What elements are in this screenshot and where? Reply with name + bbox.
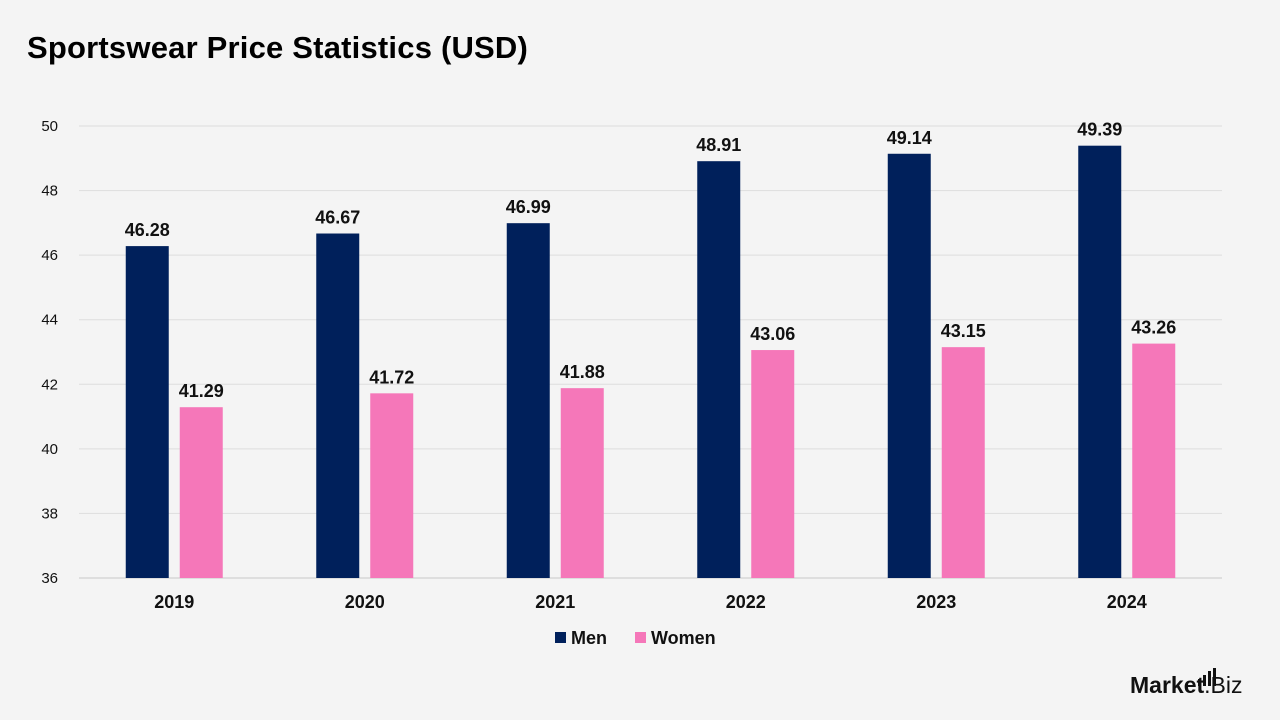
- bar-men-2024: [1078, 145, 1122, 579]
- y-tick-label: 38: [41, 505, 58, 522]
- legend-swatch-men: [555, 632, 566, 643]
- data-labels: 46.28 41.29 46.67 41.72 46.99 41.88 48.91 43.06…: [125, 120, 1177, 402]
- data-label-men-2020: 46.67: [315, 208, 360, 228]
- chart-title: Sportswear Price Statistics (USD): [27, 30, 529, 65]
- grid-lines: [79, 125, 1222, 579]
- bar-women-2022: [751, 350, 795, 578]
- y-axis-ticks: 36 38 40 42 44 46 48 50: [41, 118, 58, 587]
- x-category-label: 2019: [154, 592, 194, 612]
- x-category-label: 2023: [916, 592, 956, 612]
- bar-women-2024: [1132, 343, 1176, 578]
- bar-men-2019: [125, 246, 169, 579]
- x-category-label: 2022: [726, 592, 766, 612]
- legend: Men Women: [555, 628, 716, 648]
- data-label-women-2023: 43.15: [941, 321, 986, 341]
- x-axis-categories: 2019 2020 2021 2022 2023 2024: [154, 592, 1147, 612]
- y-tick-label: 46: [41, 247, 58, 264]
- data-label-women-2022: 43.06: [750, 324, 795, 344]
- y-tick-label: 50: [41, 118, 58, 135]
- bar-men-2023: [887, 153, 931, 578]
- x-category-label: 2020: [345, 592, 385, 612]
- bars: [125, 145, 1176, 579]
- legend-swatch-women: [635, 632, 646, 643]
- data-label-women-2024: 43.26: [1131, 318, 1176, 338]
- data-label-men-2021: 46.99: [506, 197, 551, 217]
- data-label-women-2021: 41.88: [560, 362, 605, 382]
- bar-men-2021: [506, 223, 550, 578]
- y-tick-label: 36: [41, 570, 58, 587]
- y-tick-label: 40: [41, 441, 58, 458]
- legend-label-men: Men: [571, 628, 607, 648]
- y-tick-label: 42: [41, 376, 58, 393]
- bar-women-2023: [941, 347, 985, 578]
- bar-women-2019: [179, 407, 223, 578]
- x-category-label: 2024: [1107, 592, 1147, 612]
- bar-men-2022: [697, 161, 741, 579]
- bar-men-2020: [316, 233, 360, 579]
- brand-name-part1: Market: [1130, 672, 1205, 698]
- y-tick-label: 44: [41, 312, 58, 329]
- x-category-label: 2021: [535, 592, 575, 612]
- data-label-men-2023: 49.14: [887, 128, 932, 148]
- legend-label-women: Women: [651, 628, 716, 648]
- brand-bars-icon: [1198, 668, 1216, 686]
- data-label-men-2019: 46.28: [125, 220, 170, 240]
- bar-women-2020: [370, 393, 414, 578]
- brand-logo: Market .Biz: [1130, 672, 1243, 699]
- data-label-women-2019: 41.29: [179, 381, 224, 401]
- data-label-women-2020: 41.72: [369, 367, 414, 387]
- y-tick-label: 48: [41, 183, 58, 200]
- data-label-men-2024: 49.39: [1077, 120, 1122, 140]
- bar-women-2021: [560, 388, 604, 578]
- data-label-men-2022: 48.91: [696, 135, 741, 155]
